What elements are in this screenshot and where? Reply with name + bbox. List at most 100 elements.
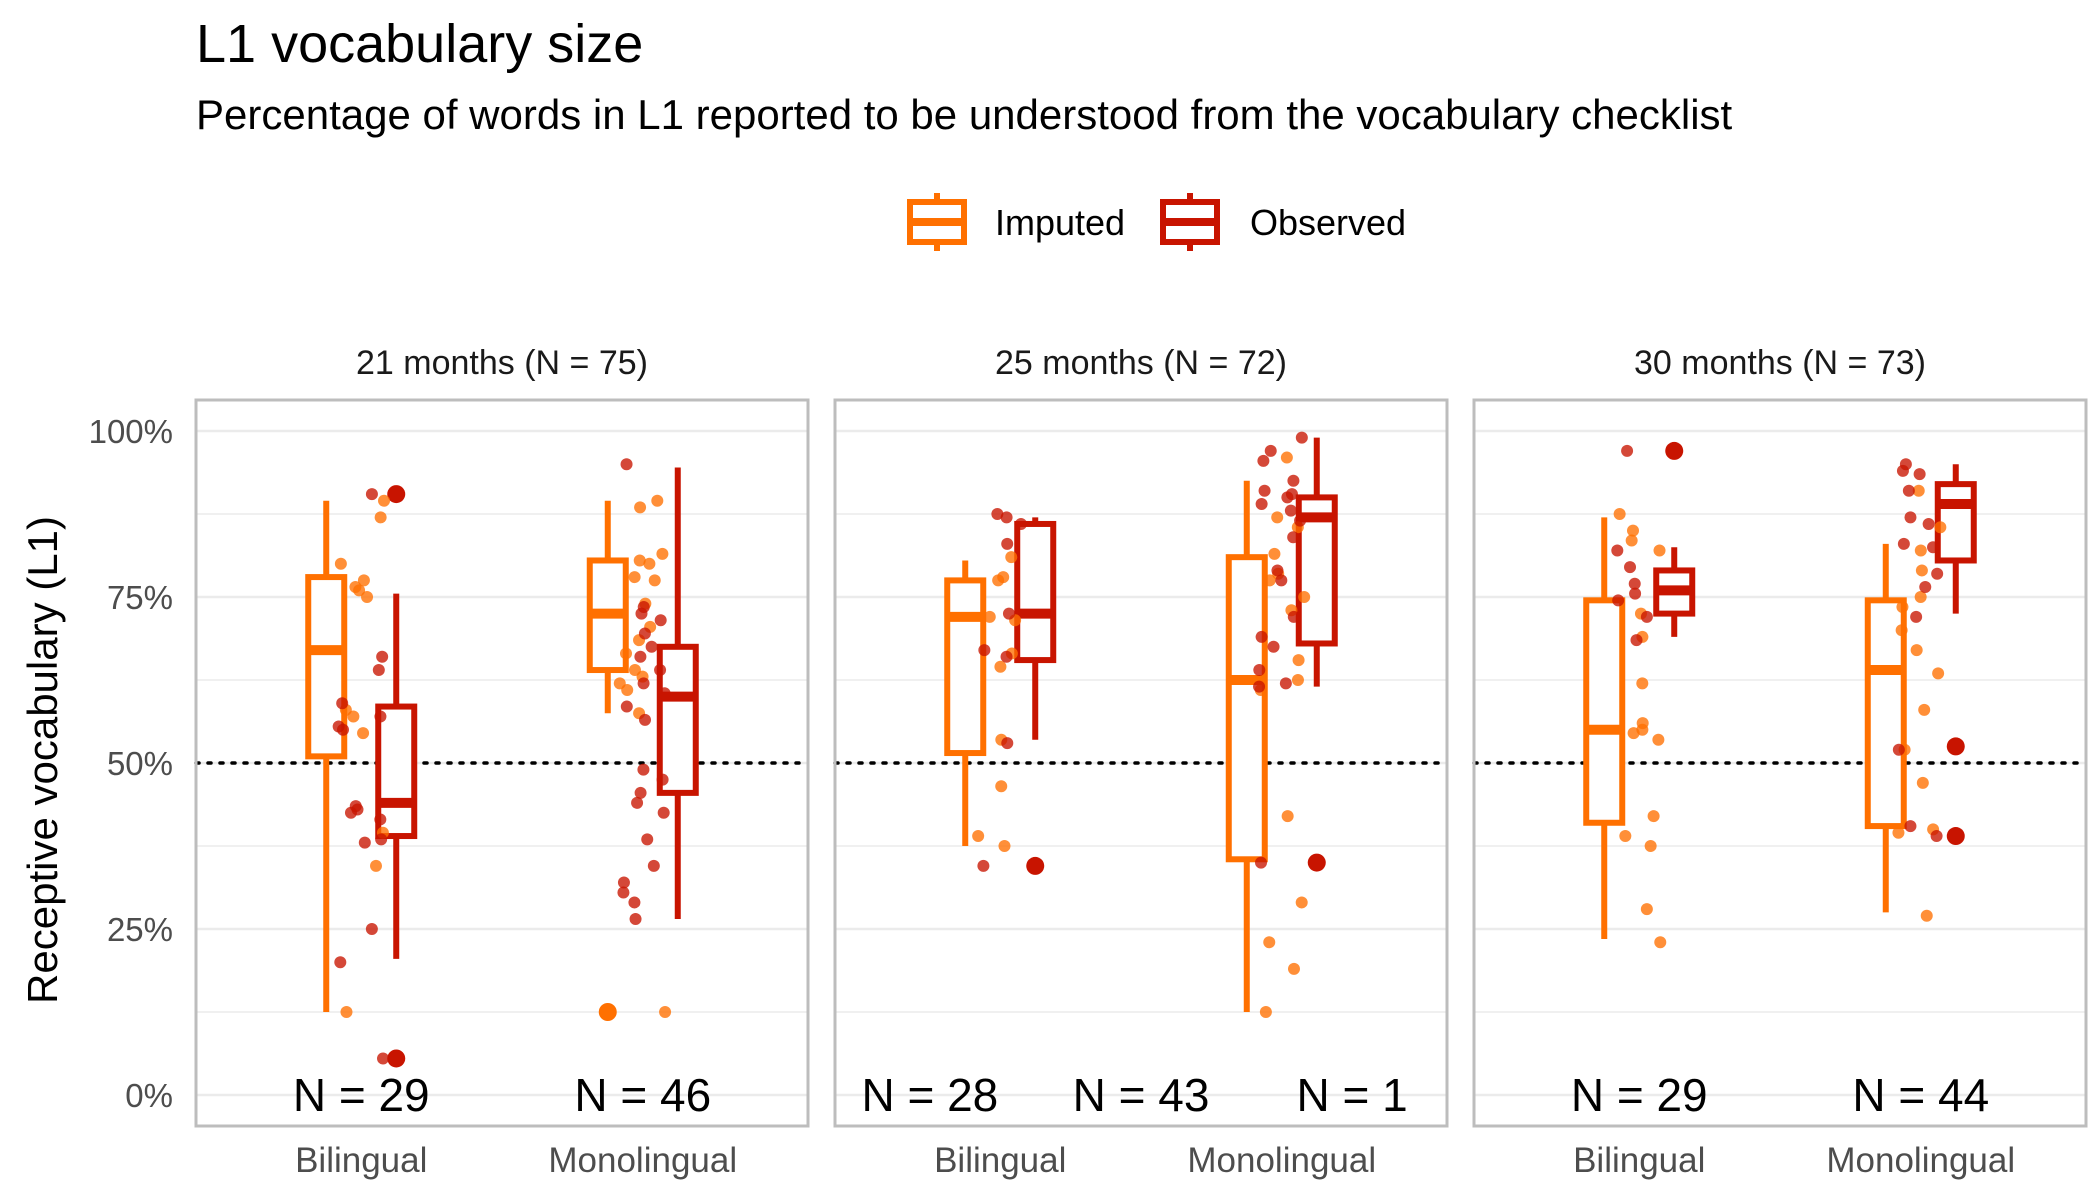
data-point-observed [372, 664, 385, 677]
y-tick-label: 0% [125, 1077, 173, 1114]
data-point-imputed [357, 574, 370, 587]
x-tick-label: Monolingual [1187, 1141, 1376, 1180]
data-point-imputed [628, 571, 641, 584]
panel-border [833, 398, 1449, 1128]
y-axis-label: Receptive vocabulary (L1) [19, 516, 66, 1004]
data-point-imputed [983, 610, 996, 623]
outlier-point [1946, 827, 1965, 846]
legend-key-imputed [907, 193, 967, 251]
data-point-imputed [1914, 544, 1927, 557]
data-point-imputed [1892, 826, 1905, 839]
panel-strip-label: 21 months (N = 75) [356, 344, 648, 382]
box-body [1225, 554, 1268, 863]
data-point-imputed [1895, 624, 1908, 637]
data-point-imputed [643, 557, 656, 570]
data-point-observed [641, 833, 654, 846]
data-point-observed [1287, 474, 1300, 487]
data-point-imputed [1626, 524, 1639, 537]
data-point-observed [628, 896, 641, 909]
data-point-observed [1002, 607, 1015, 620]
data-point-observed [617, 876, 630, 889]
y-tick-label: 50% [107, 745, 173, 782]
data-point-observed [374, 813, 387, 826]
data-point-imputed [633, 554, 646, 567]
data-point-observed [1001, 537, 1014, 550]
data-point-imputed [378, 494, 391, 507]
n-label: N = 28 [861, 1069, 998, 1121]
data-point-observed [654, 614, 667, 627]
boxplot-imputed-monolingual [586, 500, 629, 1021]
data-point-imputed [1280, 451, 1293, 464]
data-point-imputed [1914, 591, 1927, 603]
data-point-imputed [998, 840, 1011, 852]
data-point-imputed [1619, 830, 1632, 843]
data-point-observed [635, 607, 648, 620]
legend-label-imputed: Imputed [995, 202, 1125, 243]
data-point-imputed [659, 1006, 672, 1018]
data-point-imputed [370, 859, 383, 872]
data-point-observed [1628, 577, 1641, 590]
data-point-observed [1910, 610, 1923, 623]
data-point-imputed [353, 584, 366, 597]
data-point-observed [358, 836, 371, 849]
panels: 21 months (N = 75) N = 29 N = 46 Bilingual M… [89, 344, 2088, 1180]
data-point-observed [365, 488, 378, 501]
panel-strip-label: 25 months (N = 72) [995, 344, 1287, 382]
data-point-imputed [1934, 521, 1947, 534]
data-point-imputed [1005, 551, 1018, 564]
data-point-imputed [1647, 810, 1660, 823]
data-point-observed [1264, 444, 1277, 457]
data-point-observed [617, 886, 630, 899]
data-point-imputed [1281, 810, 1294, 823]
data-point-observed [620, 700, 633, 713]
data-point-observed [1255, 498, 1268, 511]
data-point-observed [1271, 564, 1284, 577]
data-point-observed [1902, 484, 1915, 497]
data-point-imputed [1259, 1006, 1272, 1018]
legend-label-observed: Observed [1250, 202, 1406, 243]
data-point-imputed [1916, 776, 1929, 789]
data-point-imputed [374, 511, 387, 524]
data-point-imputed [1298, 591, 1311, 603]
data-point-observed [336, 697, 349, 710]
data-point-imputed [1613, 508, 1626, 520]
data-point-imputed [1268, 547, 1281, 560]
data-point-observed [1919, 581, 1932, 594]
y-tick-label: 75% [107, 579, 173, 616]
data-point-observed [1624, 561, 1637, 574]
data-point-observed [1612, 594, 1625, 607]
data-point-imputed [1910, 644, 1923, 657]
data-point-imputed [651, 494, 664, 507]
data-point-imputed [347, 710, 360, 723]
data-point-observed [334, 956, 347, 969]
data-point-imputed [1263, 574, 1276, 587]
boxplot-imputed-bilingual [1583, 517, 1626, 939]
data-point-observed [1281, 491, 1294, 504]
data-point-observed [377, 1052, 390, 1065]
data-point-observed [1258, 484, 1271, 497]
data-point-observed [1295, 431, 1308, 444]
boxplot-observed-monolingual [656, 467, 699, 920]
outlier-point [1946, 737, 1965, 756]
data-point-observed [1896, 464, 1909, 477]
data-point-observed [978, 644, 991, 657]
panel-2: 25 months (N = 72) N = 28 N = 43 N = 1 Bilin… [833, 344, 1449, 1180]
panel-border [194, 398, 810, 1128]
box-body [305, 574, 348, 760]
data-point-imputed [1652, 733, 1665, 746]
data-point-imputed [1896, 600, 1909, 613]
data-point-imputed [1625, 534, 1638, 547]
data-point-observed [657, 806, 670, 819]
data-point-imputed [972, 830, 985, 843]
n-label: N = 1 [1297, 1069, 1408, 1121]
data-point-imputed [992, 574, 1005, 587]
boxplot-observed-monolingual [1295, 437, 1338, 872]
data-point-observed [637, 763, 650, 776]
data-point-imputed [1912, 484, 1925, 497]
n-label: N = 29 [293, 1069, 430, 1121]
data-point-observed [1913, 468, 1926, 481]
data-point-observed [629, 913, 642, 926]
outlier-point [387, 485, 406, 504]
data-point-imputed [620, 647, 633, 660]
